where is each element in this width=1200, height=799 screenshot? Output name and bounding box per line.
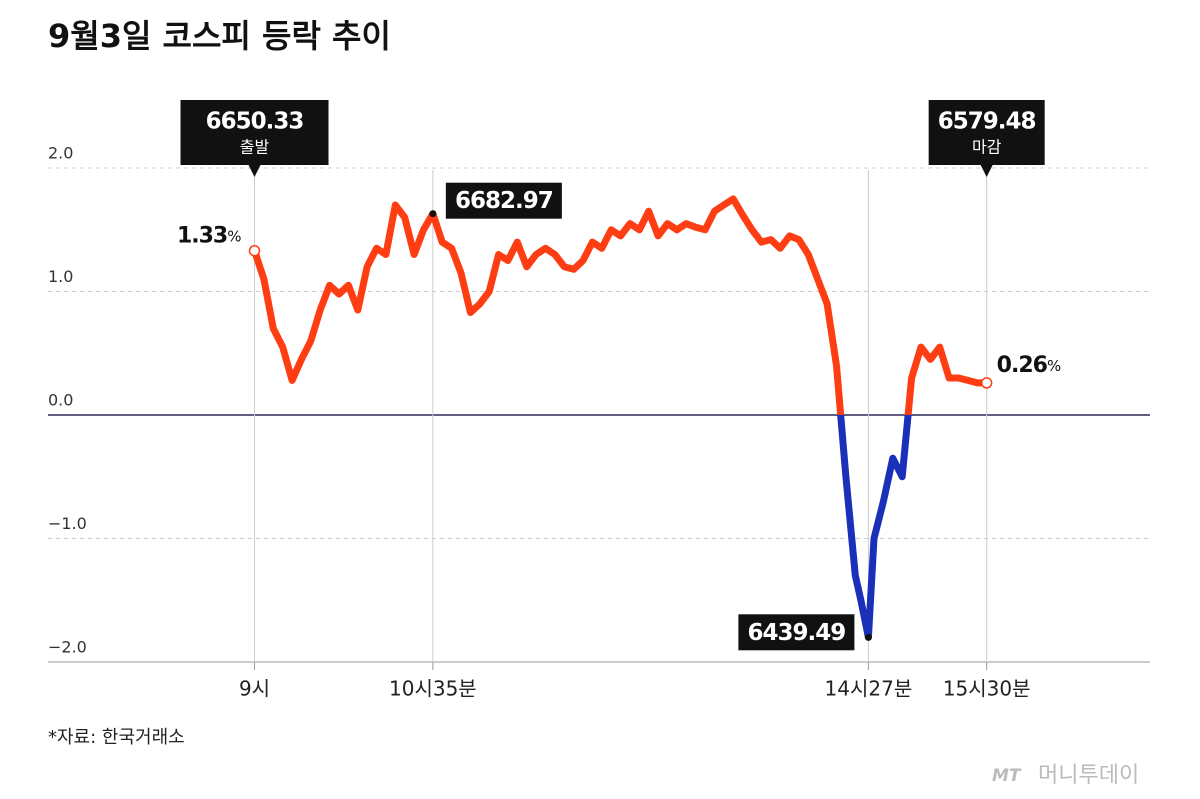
y-tick-label: 1.0 <box>48 267 73 286</box>
point-label-unit: % <box>1047 356 1061 374</box>
callout-value: 6682.97 <box>455 188 553 214</box>
y-tick-label: −1.0 <box>48 514 87 533</box>
point-label: 0.26% <box>997 353 1061 378</box>
y-tick-label: 2.0 <box>48 144 73 163</box>
callout-value: 6439.49 <box>748 620 846 646</box>
index-line <box>251 195 991 641</box>
callout-box <box>180 100 329 165</box>
end-point <box>248 244 261 257</box>
point-label-unit: % <box>227 227 241 245</box>
y-tick-label: 0.0 <box>48 391 73 410</box>
callout-value: 6650.33 <box>206 109 304 135</box>
x-tick-label: 14시27분 <box>825 677 913 701</box>
callout-value: 6579.48 <box>938 109 1036 135</box>
callout-box <box>738 614 855 651</box>
y-tick-label: −2.0 <box>48 638 87 657</box>
callout-box <box>928 100 1045 165</box>
source: *자료: 한국거래소 <box>48 727 185 748</box>
x-tick-label: 15시30분 <box>943 677 1031 701</box>
callout-sub: 마감 <box>972 138 1002 157</box>
callout-dot <box>429 210 437 218</box>
watermark-name: 머니투데이 <box>1038 763 1139 788</box>
callout-sub: 출발 <box>240 138 270 157</box>
point-label-number: 0.26 <box>997 353 1048 378</box>
end-point <box>980 377 993 389</box>
x-tick-label: 10시35분 <box>389 677 477 701</box>
point-label-number: 1.33 <box>177 224 227 249</box>
callout-pointer <box>248 165 261 177</box>
x-tick-label: 9시 <box>239 677 270 701</box>
callout-pointer <box>980 165 993 177</box>
callout-box <box>445 182 562 219</box>
watermark-logo: MT <box>992 766 1022 786</box>
callout-dot <box>864 633 872 641</box>
point-label: 1.33% <box>177 224 241 249</box>
chart-title: 9월3일 코스피 등락 추이 <box>48 17 391 55</box>
